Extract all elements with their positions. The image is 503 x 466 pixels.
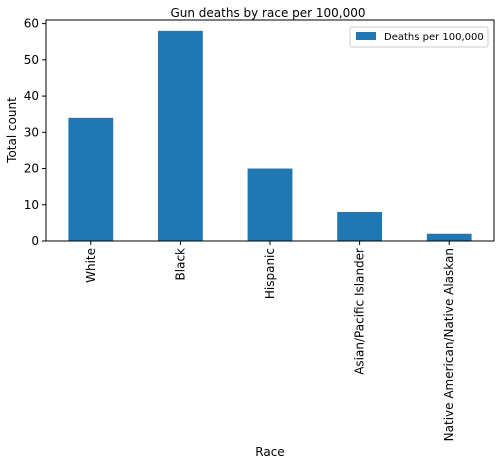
- y-tick-label-1: 10: [24, 198, 39, 212]
- x-tick-label-2: Hispanic: [263, 248, 277, 299]
- x-tick-label-0: White: [84, 248, 98, 283]
- y-tick-label-3: 30: [24, 125, 39, 139]
- bar-0: [68, 117, 114, 241]
- y-axis: 0 10 20 30 40 50 60: [24, 17, 46, 248]
- plot-area: [45, 19, 495, 242]
- x-axis-label: Race: [255, 445, 284, 459]
- bar-3: [337, 212, 382, 241]
- x-tick-label-4: Native American/Native Alaskan: [442, 248, 456, 441]
- x-axis: White Black Hispanic Asian/Pacific Islander…: [84, 241, 456, 441]
- bars-group: [68, 30, 472, 242]
- legend: Deaths per 100,000: [349, 26, 489, 48]
- y-tick-label-5: 50: [24, 53, 39, 67]
- chart-title: Gun deaths by race per 100,000: [170, 6, 365, 20]
- x-tick-label-1: Black: [173, 248, 187, 281]
- x-tick-label-3: Asian/Pacific Islander: [353, 248, 367, 375]
- y-axis-label: Total count: [5, 97, 19, 164]
- y-tick-label-6: 60: [24, 17, 39, 31]
- bar-4: [426, 233, 472, 241]
- y-tick-label-2: 20: [24, 162, 39, 176]
- legend-swatch: [356, 32, 376, 40]
- legend-frame: [349, 26, 489, 48]
- y-tick-label-0: 0: [31, 234, 39, 248]
- bar-2: [247, 168, 293, 241]
- legend-label: Deaths per 100,000: [384, 32, 484, 43]
- bar-1: [158, 30, 203, 242]
- y-tick-label-4: 40: [24, 89, 39, 103]
